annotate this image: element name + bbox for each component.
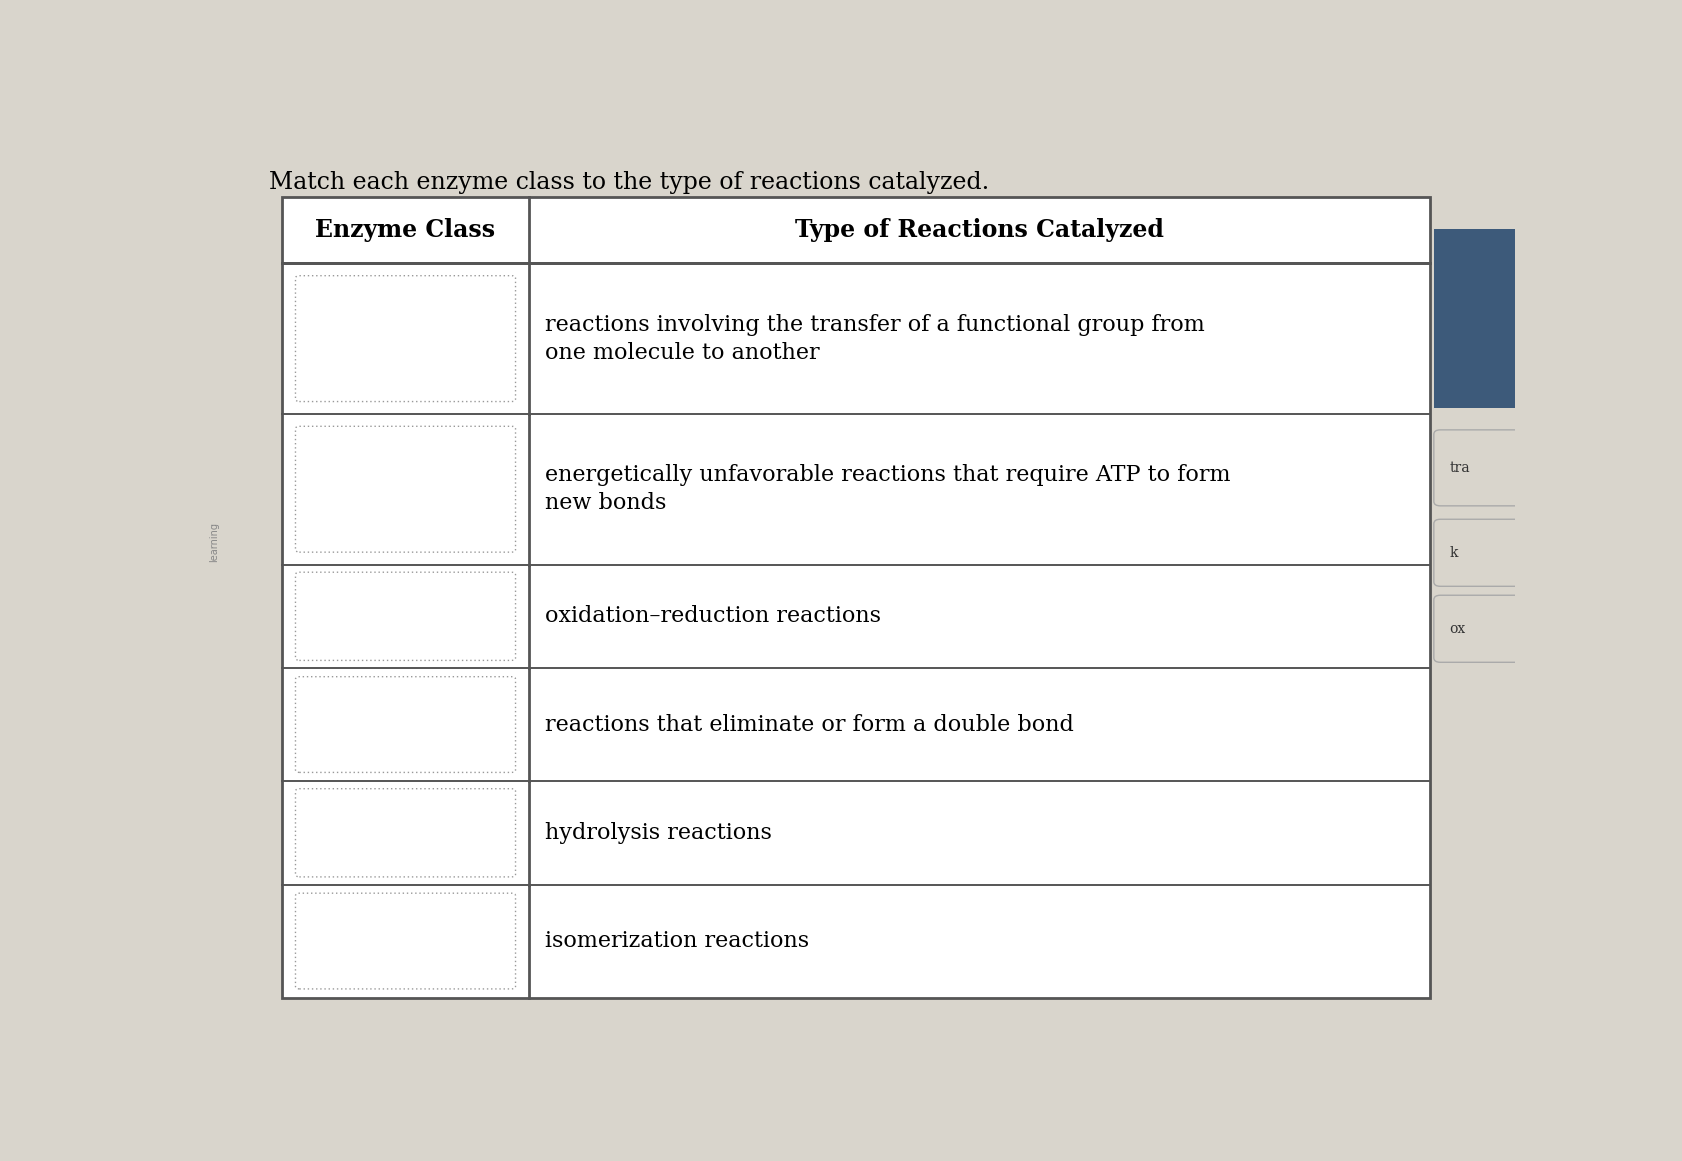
- FancyBboxPatch shape: [296, 572, 515, 661]
- FancyBboxPatch shape: [296, 677, 515, 772]
- Text: k: k: [1448, 546, 1457, 560]
- Text: Type of Reactions Catalyzed: Type of Reactions Catalyzed: [794, 218, 1164, 243]
- Text: ox: ox: [1448, 622, 1465, 636]
- Text: learning: learning: [209, 521, 219, 562]
- Bar: [1433, 229, 1514, 408]
- FancyBboxPatch shape: [296, 275, 515, 402]
- FancyBboxPatch shape: [296, 788, 515, 877]
- Text: isomerization reactions: isomerization reactions: [545, 930, 807, 952]
- Text: Match each enzyme class to the type of reactions catalyzed.: Match each enzyme class to the type of r…: [269, 171, 989, 194]
- Text: reactions that eliminate or form a double bond: reactions that eliminate or form a doubl…: [545, 714, 1073, 736]
- Text: Enzyme Class: Enzyme Class: [315, 218, 495, 243]
- FancyBboxPatch shape: [1433, 596, 1521, 662]
- Text: reactions involving the transfer of a functional group from
one molecule to anot: reactions involving the transfer of a fu…: [545, 313, 1204, 363]
- Text: energetically unfavorable reactions that require ATP to form
new bonds: energetically unfavorable reactions that…: [545, 464, 1230, 514]
- Bar: [283, 197, 1430, 997]
- FancyBboxPatch shape: [296, 426, 515, 553]
- FancyBboxPatch shape: [296, 893, 515, 989]
- Text: oxidation–reduction reactions: oxidation–reduction reactions: [545, 605, 880, 627]
- Text: tra: tra: [1448, 461, 1470, 475]
- FancyBboxPatch shape: [1433, 519, 1521, 586]
- FancyBboxPatch shape: [1433, 430, 1521, 506]
- Text: hydrolysis reactions: hydrolysis reactions: [545, 822, 770, 844]
